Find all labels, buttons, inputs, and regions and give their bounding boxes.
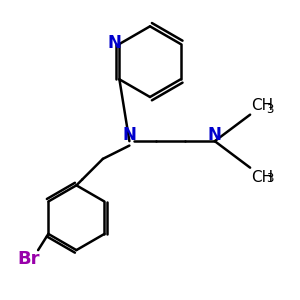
Text: 3: 3 xyxy=(266,103,274,116)
Text: Br: Br xyxy=(17,250,40,268)
Text: CH: CH xyxy=(252,170,274,185)
Text: N: N xyxy=(208,126,222,144)
Text: N: N xyxy=(122,126,136,144)
Text: N: N xyxy=(107,34,121,52)
Text: 3: 3 xyxy=(266,172,274,185)
Text: CH: CH xyxy=(252,98,274,113)
